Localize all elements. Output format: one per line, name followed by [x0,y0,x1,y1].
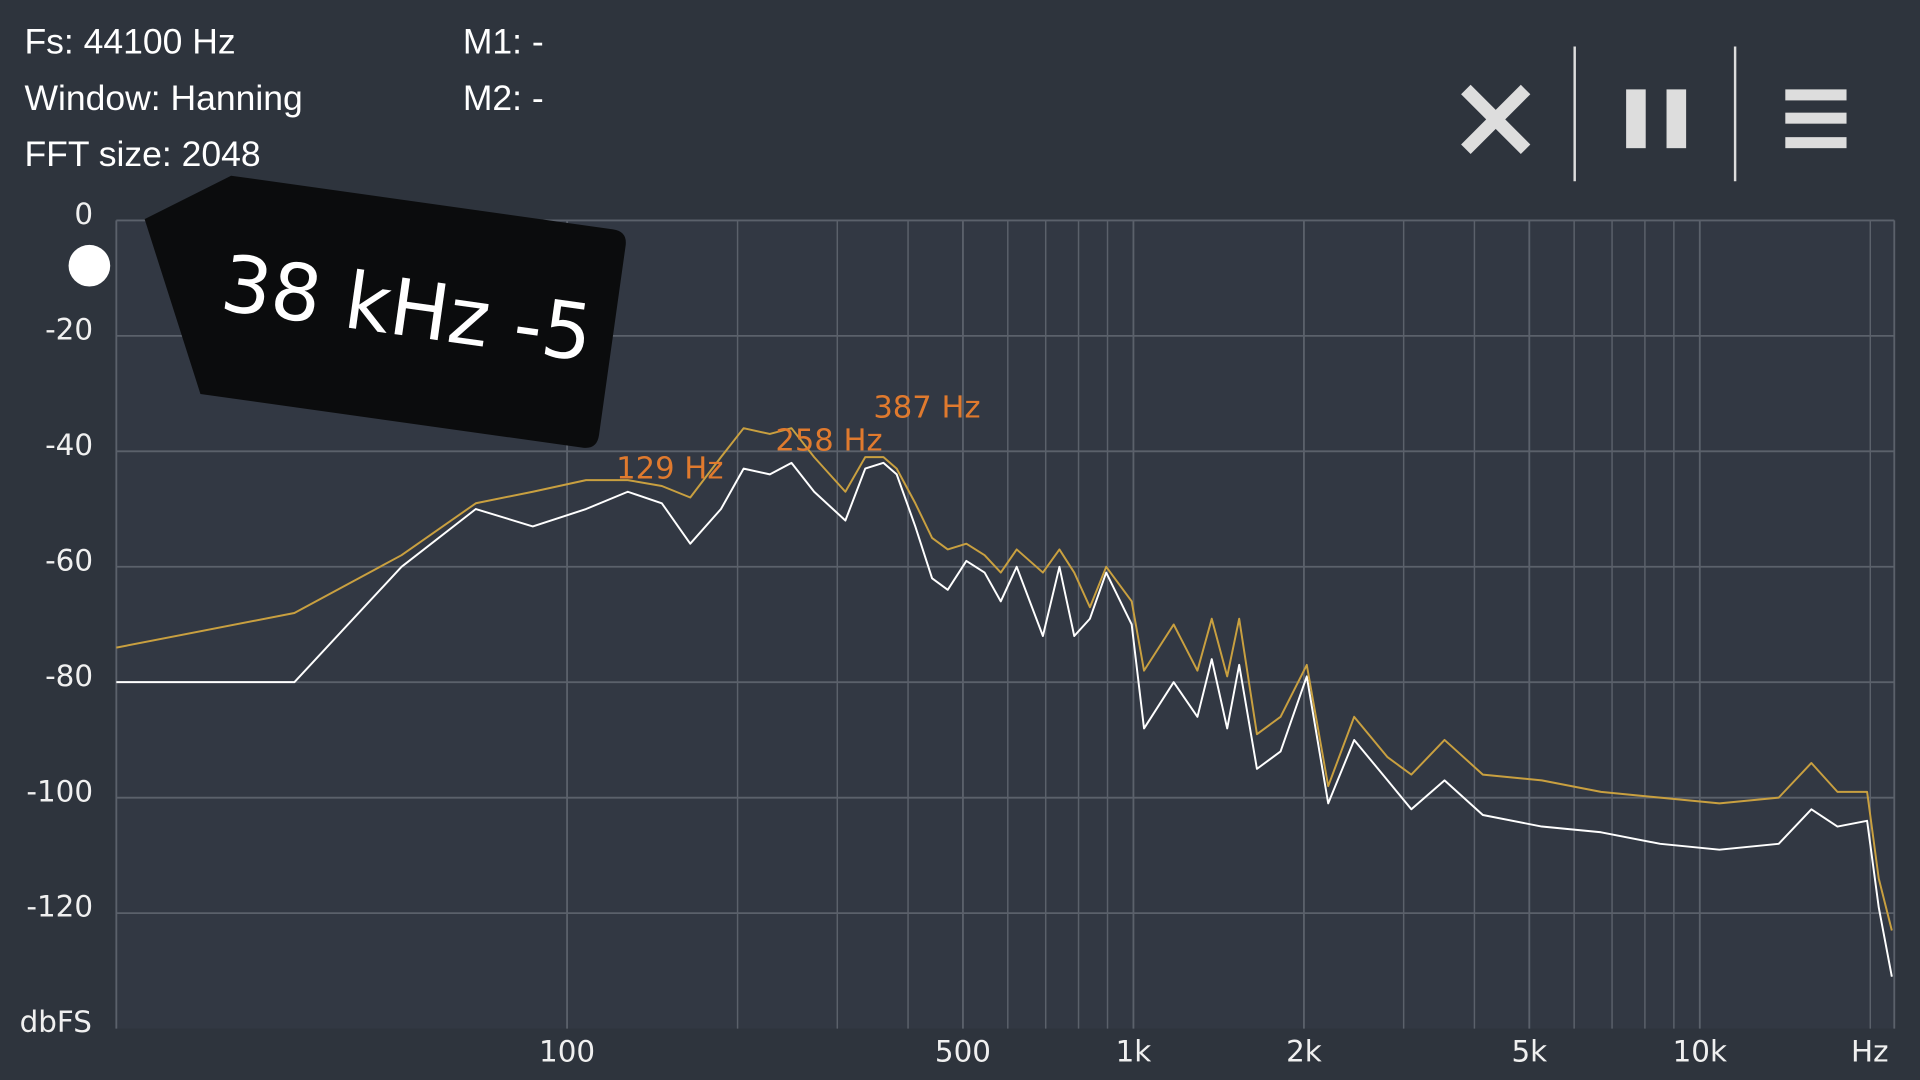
x-tick-label: 100 [539,1035,595,1069]
peak-label: 258 Hz [775,424,882,459]
pause-icon [1626,89,1646,149]
menu-icon [1785,112,1847,124]
x-tick-label: 2k [1286,1035,1322,1069]
x-tick-label: 10k [1673,1035,1727,1069]
peak-label: 129 Hz [616,452,723,487]
y-tick-label: -20 [45,312,93,346]
y-tick-label: 0 [74,197,93,231]
y-axis-label: dbFS [20,1005,92,1039]
y-tick-label: -60 [45,543,93,577]
menu-icon [1785,137,1847,149]
peak-label: 387 Hz [873,390,980,425]
y-tick-label: -40 [45,428,93,462]
menu-button[interactable] [1785,89,1847,149]
y-tick-label: -80 [45,659,93,693]
spectrum-line [116,461,1893,977]
x-tick-label: 500 [935,1035,991,1069]
x-tick-label: 5k [1511,1035,1547,1069]
window-info: Window: Hanning [24,78,302,118]
close-button[interactable] [1461,84,1531,155]
marker1-info: M1: - [463,21,544,61]
x-axis-label: Hz [1851,1035,1889,1069]
close-icon [1461,84,1531,155]
fs-info: Fs: 44100 Hz [24,21,235,61]
pause-icon [1666,89,1687,149]
menu-icon [1785,89,1847,101]
y-tick-label: -100 [26,774,93,808]
tooltip-shape [144,175,626,448]
marker-tooltip: 38 kHz -5 [144,175,626,448]
y-tick-label: -120 [26,890,93,924]
x-tick-label: 1k [1116,1035,1152,1069]
spectrum [116,427,1893,977]
pause-button[interactable] [1626,89,1687,149]
marker2-info: M2: - [463,78,544,118]
marker-handle[interactable] [68,244,111,287]
fft-info: FFT size: 2048 [24,134,260,174]
spectrum-line [116,427,1893,931]
grid [115,219,1896,1029]
